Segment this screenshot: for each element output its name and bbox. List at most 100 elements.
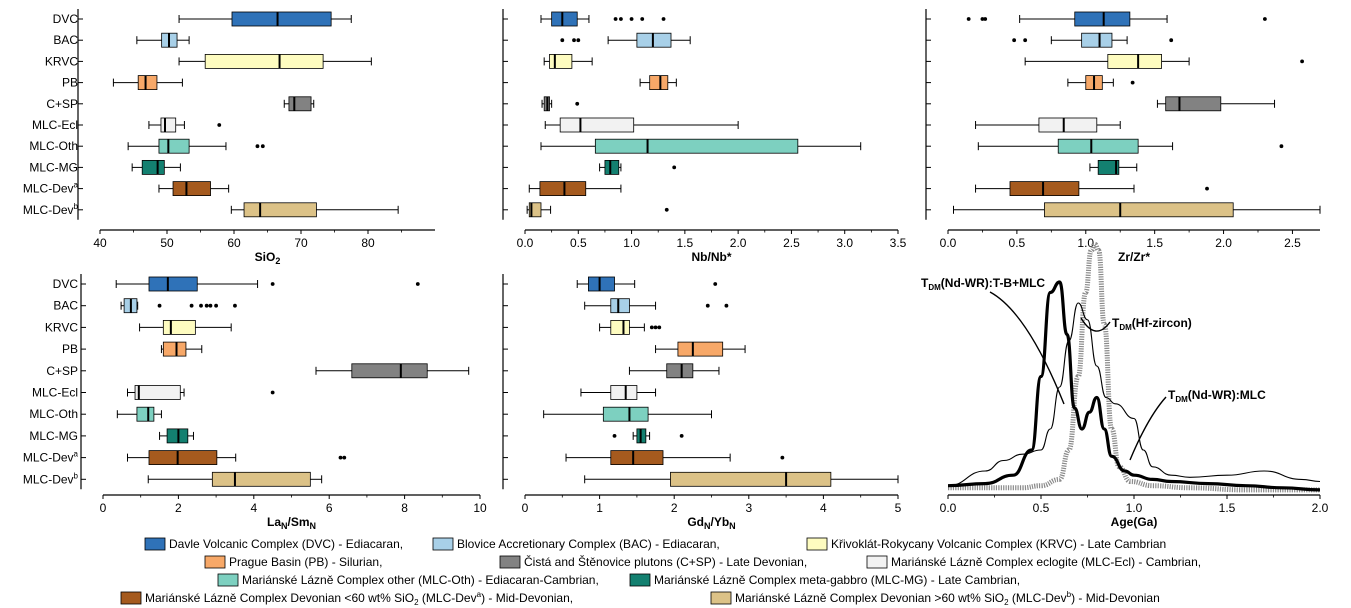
outlier-point xyxy=(270,282,275,286)
panel-5: 0 1 2 3 4 5 GdN/YbN xyxy=(502,274,902,531)
outlier-point xyxy=(640,17,645,21)
category-label: DVC xyxy=(53,12,79,26)
x-tick-label: 70 xyxy=(294,236,308,250)
box-MLC-MG xyxy=(612,428,684,444)
legend-item-KRVC: Křivoklát-Rokycany Volcanic Complex (KRV… xyxy=(806,537,1166,551)
outlier-point xyxy=(270,390,275,395)
outlier-point xyxy=(208,303,213,308)
box-DVC xyxy=(178,11,352,27)
x-axis-title: GdN/YbN xyxy=(687,515,735,531)
box-iqr xyxy=(141,159,165,175)
box-iqr xyxy=(148,276,198,292)
legend-swatch xyxy=(499,555,521,569)
x-tick-label: 3.5 xyxy=(890,236,907,250)
legend-swatch xyxy=(144,537,166,551)
legend-text: Křivoklát-Rokycany Volcanic Complex (KRV… xyxy=(831,537,1166,551)
x-axis-title: Age(Ga) xyxy=(1111,515,1158,529)
x-axis-4: 0 1 2 3 4 5 GdN/YbN xyxy=(522,494,902,531)
box-MLC-Oth xyxy=(543,406,712,422)
box-MLC-Ecl xyxy=(544,117,739,133)
legend-text: Mariánské Lázně Complex Devonian <60 wt%… xyxy=(145,590,573,607)
outlier-point xyxy=(679,434,684,438)
box-C+SP xyxy=(541,96,580,112)
box-MLC-MG xyxy=(159,428,194,444)
x-axis-0: 40 50 60 70 80 SiO2 xyxy=(93,229,435,266)
box-MLC-Deva xyxy=(565,450,785,466)
x-tick-label: 0.0 xyxy=(517,236,534,250)
x-axis-title: LaN/SmN xyxy=(267,515,316,531)
box-DVC xyxy=(540,11,666,27)
x-tick-label: 2 xyxy=(175,501,182,515)
outlier-point xyxy=(713,282,718,286)
x-tick-label: 2.5 xyxy=(1284,236,1301,250)
box-MLC-Deva xyxy=(528,181,622,197)
category-label: C+SP xyxy=(46,364,78,378)
box-iqr xyxy=(351,363,428,379)
box-iqr xyxy=(610,385,638,400)
category-label: BAC xyxy=(53,299,78,313)
category-label: MLC-Devb xyxy=(23,471,79,486)
category-label: C+SP xyxy=(46,97,78,111)
x-tick-label: 0.0 xyxy=(940,236,957,250)
leader-line xyxy=(989,291,1065,405)
box-MLC-Oth xyxy=(977,138,1284,154)
legend-swatch xyxy=(217,573,239,587)
legend-item-MLC-Ecl: Mariánské Lázně Complex eclogite (MLC-Ec… xyxy=(866,555,1201,569)
series-line-3 xyxy=(947,302,1321,487)
box-iqr xyxy=(594,138,799,154)
category-label: MLC-Ecl xyxy=(32,118,78,132)
box-BAC xyxy=(136,32,190,48)
legend-swatch xyxy=(432,537,454,551)
outlier-point xyxy=(260,144,265,149)
box-C+SP xyxy=(315,363,470,379)
box-KRVC xyxy=(543,54,593,69)
x-tick-label: 6 xyxy=(326,501,333,515)
panel-6: 0.0 0.5 1.0 1.5 2.0 Age(Ga) TDM(Nd-WR):T-B+MLC… xyxy=(921,241,1329,529)
legend-item-MLC-MG: Mariánské Lázně Complex meta-gabbro (MLC… xyxy=(629,573,1020,587)
box-MLC-Deva xyxy=(975,181,1209,197)
x-tick-label: 2.0 xyxy=(1215,236,1232,250)
box-MLC-MG xyxy=(1089,159,1138,175)
x-tick-label: 10 xyxy=(473,501,487,515)
box-MLC-Deva xyxy=(127,450,347,466)
box-MLC-Oth xyxy=(116,406,162,422)
box-iqr xyxy=(1081,32,1113,48)
box-iqr xyxy=(604,159,620,175)
box-iqr xyxy=(1009,181,1080,197)
x-tick-label: 1.0 xyxy=(1126,501,1143,515)
box-iqr xyxy=(211,471,311,487)
box-BAC xyxy=(560,32,691,48)
panel-3: 0.0 0.5 1.0 1.5 2.0 2.5 Zr/Zr* xyxy=(925,9,1321,264)
leader-line xyxy=(1129,396,1167,461)
outlier-point xyxy=(649,325,654,330)
box-iqr xyxy=(158,138,190,154)
box-iqr xyxy=(610,450,664,466)
category-label: MLC-Deva xyxy=(23,450,79,465)
box-iqr xyxy=(677,341,724,357)
box-iqr xyxy=(670,471,832,487)
x-tick-label: 1.0 xyxy=(1077,236,1094,250)
outlier-point xyxy=(204,303,209,308)
outlier-point xyxy=(664,207,669,212)
outlier-point xyxy=(966,17,971,21)
outlier-point xyxy=(983,17,988,21)
category-label: KRVC xyxy=(45,54,78,68)
outlier-point xyxy=(705,303,710,308)
outlier-point xyxy=(612,434,617,438)
x-tick-label: 1.5 xyxy=(1146,236,1163,250)
box-DVC xyxy=(576,276,718,292)
outlier-point xyxy=(657,325,662,330)
box-iqr xyxy=(134,385,181,400)
box-PB xyxy=(112,75,183,90)
x-axis-3: 0 2 4 6 8 10 LaN/SmN xyxy=(100,494,487,531)
category-label: MLC-Devb xyxy=(23,202,79,217)
category-label: PB xyxy=(62,76,78,90)
legend-item-PB: Prague Basin (PB) - Silurian, xyxy=(204,555,382,569)
x-tick-label: 2.5 xyxy=(783,236,800,250)
outlier-point xyxy=(255,144,260,149)
outlier-point xyxy=(233,303,237,308)
outlier-point xyxy=(1130,80,1135,85)
box-BAC xyxy=(120,298,237,314)
box-DVC xyxy=(115,276,420,292)
